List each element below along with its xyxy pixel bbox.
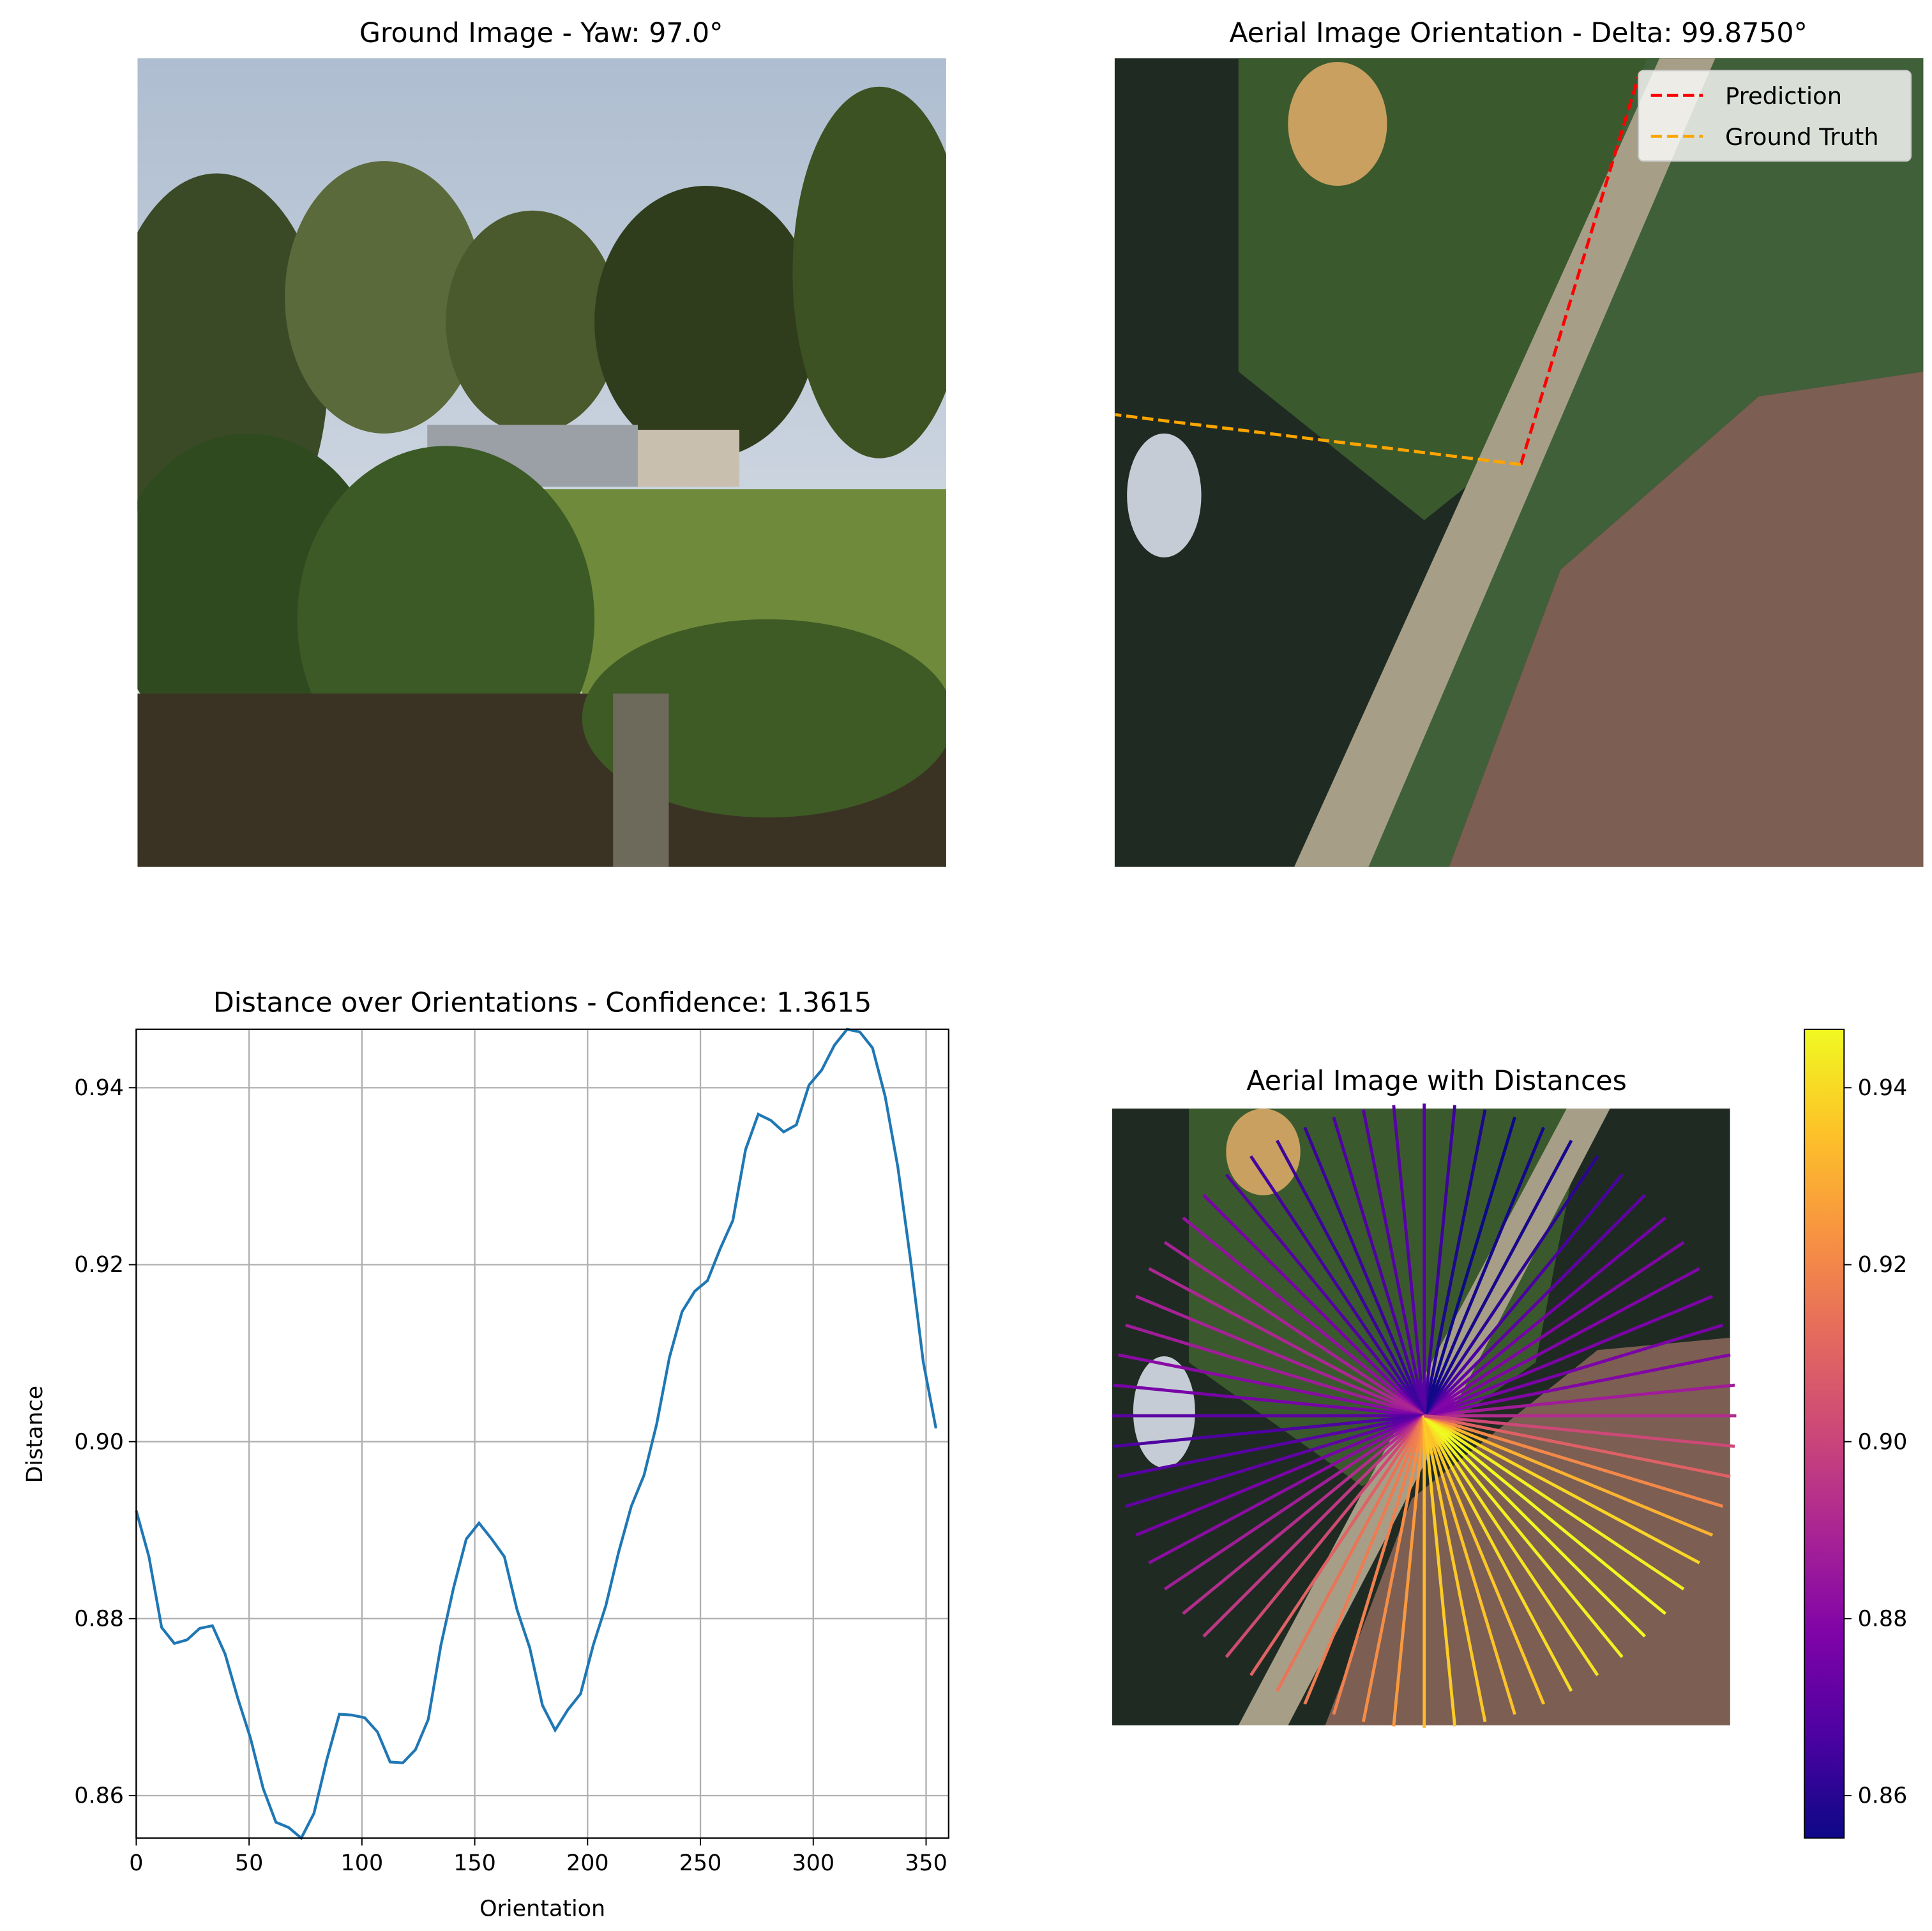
distance-ray <box>1182 1414 1426 1616</box>
distance-ray <box>1276 1414 1426 1692</box>
distance-ray <box>1225 1173 1426 1417</box>
distance-ray <box>1163 1414 1426 1591</box>
distance-ray <box>1423 1414 1714 1537</box>
distance-ray <box>1423 1126 1545 1417</box>
distance-ray <box>1332 1116 1426 1416</box>
distance-ray <box>1423 1415 1545 1705</box>
distance-ray <box>1423 1173 1624 1417</box>
distance-ray <box>1423 1116 1516 1416</box>
y-tick-label: 0.92 <box>74 1252 124 1278</box>
distance-ray <box>1182 1216 1426 1417</box>
x-tick-label: 300 <box>792 1851 834 1876</box>
panel-title: Aerial Image with Distances <box>1246 1065 1627 1097</box>
distance-ray <box>1423 1414 1647 1638</box>
distance-ray <box>1423 1155 1599 1417</box>
distance-ray <box>1117 1414 1425 1478</box>
distance-ray <box>1424 1383 1735 1418</box>
y-axis-label: Distance <box>22 1386 48 1483</box>
distance-ray <box>1202 1414 1426 1638</box>
colorbar-tick-label: 0.92 <box>1858 1252 1908 1278</box>
x-tick-label: 50 <box>235 1851 263 1876</box>
orientation-line <box>1115 413 1521 466</box>
x-tick-label: 200 <box>566 1851 609 1876</box>
distance-ray <box>1135 1294 1425 1418</box>
distance-ray <box>1424 1414 1735 1448</box>
distance-ray <box>1392 1415 1426 1727</box>
distance-ray <box>1113 1383 1424 1418</box>
distance-ray <box>1249 1155 1426 1417</box>
distance-ray <box>1392 1105 1426 1416</box>
distance-ray <box>1424 1414 1731 1478</box>
distance-ray <box>1423 1414 1667 1616</box>
y-tick-label: 0.88 <box>74 1606 124 1632</box>
x-axis-label: Orientation <box>479 1897 605 1922</box>
colorbar-tick-label: 0.94 <box>1858 1075 1908 1101</box>
distance-rays <box>1112 1103 1737 1728</box>
distance-ray <box>1125 1323 1425 1418</box>
panel-title: Ground Image - Yaw: 97.0° <box>359 17 723 49</box>
x-tick-label: 100 <box>341 1851 384 1876</box>
x-tick-label: 350 <box>905 1851 947 1876</box>
distance-ray <box>1276 1139 1426 1417</box>
distance-ray <box>1117 1353 1425 1418</box>
distance-ray <box>1423 1414 1599 1676</box>
x-tick-label: 150 <box>453 1851 496 1876</box>
distance-ray <box>1303 1415 1426 1705</box>
orientation-lines <box>1115 73 1641 466</box>
distance-ray <box>1423 1294 1714 1418</box>
y-tick-label: 0.94 <box>74 1075 124 1101</box>
distance-ray <box>1423 1415 1487 1722</box>
distance-ray <box>1423 1105 1457 1416</box>
distance-ray <box>1423 1414 1624 1658</box>
distance-ray <box>1332 1415 1426 1715</box>
distance-ray <box>1135 1414 1425 1537</box>
distance-ray <box>1423 1323 1724 1418</box>
aerial-image <box>1114 58 1924 867</box>
colorbar <box>1804 1028 1845 1839</box>
distance-ray <box>1423 1267 1700 1418</box>
distance-ray <box>1423 1109 1487 1416</box>
panel-title: Distance over Orientations - Confidence:… <box>213 987 872 1019</box>
distance-ray <box>1424 1353 1731 1418</box>
panel-title: Aerial Image Orientation - Delta: 99.875… <box>1229 17 1807 49</box>
distance-ray <box>1361 1109 1426 1416</box>
legend-label: Ground Truth <box>1725 123 1879 151</box>
x-tick-label: 250 <box>679 1851 722 1876</box>
distance-ray <box>1163 1241 1426 1418</box>
distance-ray <box>1125 1414 1425 1508</box>
x-tick-label: 0 <box>129 1851 143 1876</box>
distance-ray <box>1423 1415 1516 1715</box>
distance-ray <box>1202 1193 1426 1417</box>
legend-label: Prediction <box>1725 82 1842 110</box>
y-tick-label: 0.90 <box>74 1429 124 1455</box>
distance-ray <box>1423 1414 1700 1564</box>
distance-ray <box>1423 1216 1667 1417</box>
colorbar-tick-label: 0.90 <box>1858 1429 1908 1455</box>
distance-ray <box>1423 1139 1573 1417</box>
colorbar-tick-label: 0.86 <box>1858 1783 1908 1809</box>
distance-ray <box>1249 1414 1426 1676</box>
distance-ray <box>1148 1414 1425 1564</box>
y-tick-label: 0.86 <box>74 1783 124 1809</box>
legend-box <box>1638 70 1912 162</box>
distance-ray <box>1423 1414 1724 1508</box>
ground-image <box>137 58 946 867</box>
distance-ray <box>1423 1415 1457 1727</box>
distance-ray <box>1423 1414 1685 1591</box>
distance-ray <box>1113 1414 1424 1448</box>
distance-ray <box>1148 1267 1425 1418</box>
distance-ray <box>1225 1414 1426 1658</box>
distance-ray <box>1423 1414 1573 1692</box>
colorbar-tick-label: 0.88 <box>1858 1606 1908 1632</box>
distance-ray <box>1303 1126 1426 1417</box>
distance-ray <box>1361 1415 1426 1722</box>
data-line <box>135 1027 938 1840</box>
orientation-line <box>1519 73 1641 466</box>
distance-ray <box>1423 1193 1647 1417</box>
distance-ray <box>1423 1241 1685 1418</box>
plot-frame <box>135 1028 950 1839</box>
